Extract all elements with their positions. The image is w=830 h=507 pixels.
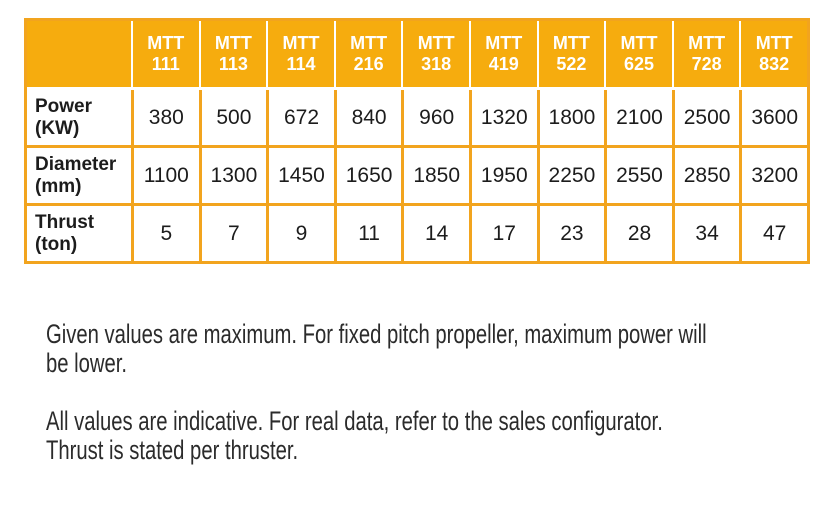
table-cell: 2500 [671, 90, 740, 145]
row-header-line1: Thrust [35, 211, 95, 233]
col-header-mtt-832: MTT 832 [739, 21, 807, 87]
note-maximum-values: Given values are maximum. For fixed pitc… [46, 320, 830, 378]
row-header-line2: (KW) [35, 117, 80, 139]
col-header-brand: MTT [620, 33, 658, 53]
col-header-brand: MTT [417, 33, 455, 53]
table-cell: 380 [131, 90, 199, 145]
col-header-brand: MTT [282, 33, 320, 53]
col-header-model: 522 [556, 54, 587, 74]
table-cell: 17 [468, 206, 537, 261]
col-header-mtt-522: MTT 522 [536, 21, 605, 87]
table-cell: 500 [198, 90, 267, 145]
table-cell: 3200 [739, 148, 807, 203]
table-cell: 2250 [536, 148, 605, 203]
table-cell: 1100 [131, 148, 199, 203]
row-header-thrust: Thrust (ton) [27, 206, 131, 261]
table-row-diameter: Diameter (mm) 1100 1300 1450 1650 1850 1… [27, 145, 807, 203]
table-cell: 5 [131, 206, 199, 261]
note-line: Given values are maximum. For fixed pitc… [46, 319, 707, 349]
table-row-power: Power (KW) 380 500 672 840 960 1320 1800… [27, 90, 807, 145]
col-header-brand: MTT [485, 33, 523, 53]
col-header-brand: MTT [147, 33, 185, 53]
col-header-brand: MTT [552, 33, 590, 53]
col-header-mtt-728: MTT 728 [671, 21, 740, 87]
table-cell: 28 [604, 206, 672, 261]
col-header-model: 114 [286, 54, 316, 74]
col-header-mtt-216: MTT 216 [333, 21, 402, 87]
col-header-model: 111 [151, 54, 180, 74]
table-cell: 11 [333, 206, 402, 261]
table-cell: 2550 [604, 148, 672, 203]
table-cell: 1950 [468, 148, 537, 203]
row-header-line1: Diameter [35, 153, 117, 175]
col-header-mtt-318: MTT 318 [401, 21, 469, 87]
table-header-row: MTT 111 MTT 113 MTT 114 MTT 216 MTT 318 … [27, 21, 807, 90]
col-header-model: 216 [353, 54, 384, 74]
table-cell: 1300 [198, 148, 267, 203]
table-cell: 3600 [739, 90, 807, 145]
row-header-power: Power (KW) [27, 90, 131, 145]
row-header-diameter: Diameter (mm) [27, 148, 131, 203]
col-header-model: 318 [421, 54, 452, 74]
table-cell: 1650 [333, 148, 402, 203]
table-cell: 14 [401, 206, 469, 261]
table-cell: 47 [739, 206, 807, 261]
thruster-spec-table: MTT 111 MTT 113 MTT 114 MTT 216 MTT 318 … [24, 18, 810, 264]
col-header-mtt-111: MTT 111 [131, 21, 199, 87]
table-cell: 9 [266, 206, 334, 261]
table-cell: 1450 [266, 148, 334, 203]
table-cell: 1850 [401, 148, 469, 203]
col-header-brand: MTT [350, 33, 388, 53]
col-header-brand: MTT [688, 33, 726, 53]
col-header-mtt-113: MTT 113 [198, 21, 267, 87]
note-line: be lower. [46, 348, 128, 378]
col-header-model: 728 [691, 54, 722, 74]
table-cell: 34 [671, 206, 740, 261]
note-indicative-values: All values are indicative. For real data… [46, 407, 830, 465]
table-cell: 23 [536, 206, 605, 261]
table-cell: 672 [266, 90, 334, 145]
table-cell: 840 [333, 90, 402, 145]
col-header-mtt-419: MTT 419 [468, 21, 537, 87]
note-line: All values are indicative. For real data… [46, 406, 663, 436]
table-cell: 7 [198, 206, 267, 261]
row-header-line2: (ton) [35, 233, 78, 255]
table-cell: 2100 [604, 90, 672, 145]
table-cell: 960 [401, 90, 469, 145]
table-row-thrust: Thrust (ton) 5 7 9 11 14 17 23 28 34 47 [27, 203, 807, 261]
col-header-model: 113 [218, 54, 248, 74]
table-cell: 2850 [671, 148, 740, 203]
col-header-mtt-625: MTT 625 [604, 21, 672, 87]
table-cell: 1320 [468, 90, 537, 145]
col-header-brand: MTT [755, 33, 793, 53]
row-header-line1: Power [35, 95, 93, 117]
table-cell: 1800 [536, 90, 605, 145]
row-header-line2: (mm) [35, 175, 82, 197]
col-header-brand: MTT [214, 33, 252, 53]
col-header-model: 832 [759, 54, 790, 74]
col-header-mtt-114: MTT 114 [266, 21, 334, 87]
corner-cell [27, 21, 131, 87]
col-header-model: 419 [488, 54, 519, 74]
col-header-model: 625 [623, 54, 655, 74]
note-line: Thrust is stated per thruster. [46, 435, 299, 465]
